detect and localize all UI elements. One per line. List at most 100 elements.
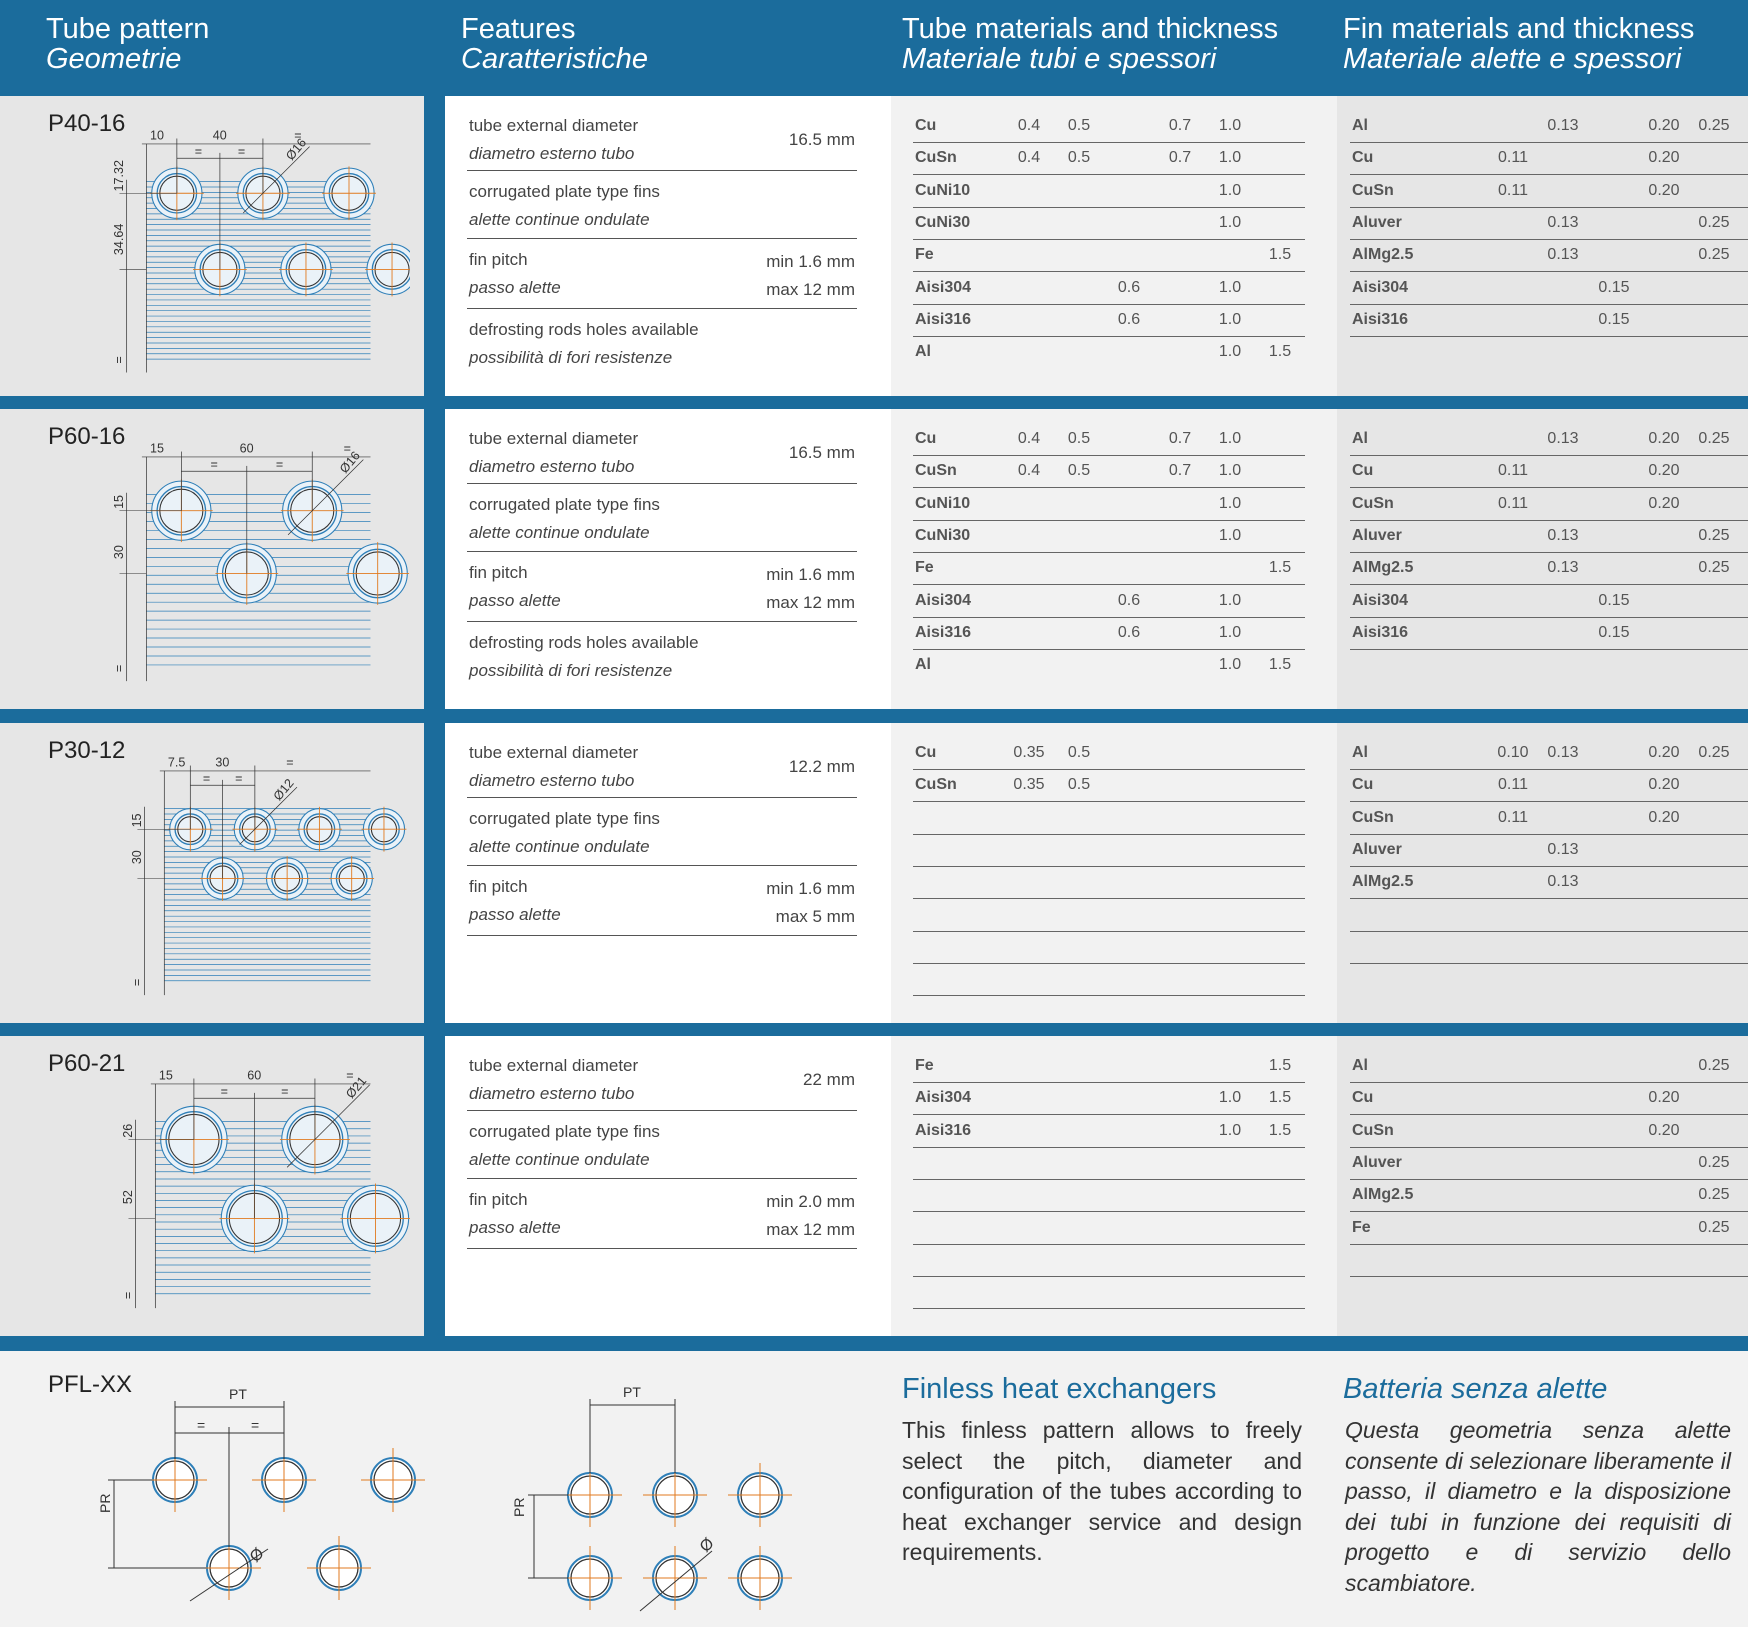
feature-value: 16.5 mm (788, 443, 855, 462)
feature-label-en: tube external diameter (469, 743, 639, 762)
equal-sign: = (197, 1417, 205, 1433)
material-name: Aisi316 (915, 623, 972, 641)
fin-material-row: Aluver 0.13 (1350, 834, 1748, 867)
equal-sign: = (344, 441, 351, 455)
fin-material-row: Aluver 0.13 0.25 0.40 (1350, 207, 1748, 240)
thickness-value: 0.15 (1598, 310, 1630, 328)
thickness-value: 1.5 (1268, 1121, 1292, 1139)
thickness-value: 0.11 (1498, 149, 1528, 167)
tube-material-row: Cu 0.4 0.5 0.7 1.0 (913, 110, 1305, 143)
fin-materials-cell: Al 0.13 0.20 0.25 0.40 Cu 0.11 0.20 CuSn 0.11 0.20… (1337, 409, 1748, 709)
material-name: Aluver (1352, 840, 1402, 858)
equal-sign: = (294, 128, 301, 142)
feature-diameter: tube external diameter diametro esterno t… (467, 108, 857, 171)
fin-material-row: Al 0.25 0.40 (1350, 1050, 1748, 1083)
feature-fin-pitch: fin pitch passo alette min 1.6 mm max 12 mm (467, 555, 857, 622)
feature-value: min 1.6 mm (766, 252, 855, 271)
thickness-value: 0.6 (1117, 278, 1141, 296)
fin-materials-cell: Al0.250.40Cu0.20CuSn0.20Aluver0.250.40Al… (1337, 1036, 1748, 1336)
thickness-value: 0.25 (1698, 1186, 1730, 1204)
feature-defrost: defrosting rods holes available possibili… (467, 312, 857, 372)
material-name: CuSn (1352, 1121, 1394, 1139)
pattern-row: P40-16 10 40 = = = Ø16 17.32 34.64 = tube external… (0, 96, 1748, 396)
pr-label: PR (511, 1498, 527, 1517)
tube-material-row: CuNi30 1.0 (913, 207, 1305, 240)
header-it: Geometrie (46, 43, 182, 75)
material-name: Aisi316 (915, 1121, 972, 1139)
thickness-value: 0.4 (1017, 117, 1041, 134)
finless-staggered-diagram: PT = = PR Ø (97, 1386, 425, 1602)
thickness-value: 1.5 (1268, 559, 1292, 577)
thickness-value: 0.13 (1547, 246, 1579, 264)
material-name: Aluver (1352, 1153, 1402, 1171)
fin-material-row: Cu 0.11 0.20 (1350, 455, 1748, 489)
thickness-value: 0.13 (1547, 873, 1579, 891)
tube-material-row: CuNi30 1.0 (913, 520, 1305, 553)
fin-material-row: Cu 0.20 (1350, 1082, 1748, 1116)
material-name: Fe (915, 559, 934, 577)
finless-text-en: This finless pattern allows to freely se… (902, 1417, 1302, 1565)
equal-sign: = (281, 1085, 288, 1099)
material-name: CuSn (1352, 808, 1394, 826)
thickness-value: 0.25 (1698, 1153, 1730, 1171)
equal-sign: = (235, 772, 242, 786)
feature-label-it: possibilità di fori resistenze (469, 661, 673, 680)
feature-label-en: defrosting rods holes available (469, 633, 699, 652)
material-name: Aisi316 (1352, 623, 1409, 641)
thickness-value: 1.5 (1268, 343, 1292, 361)
feature-fin-pitch: fin pitch passo alette min 1.6 mm max 5 mm (467, 869, 857, 936)
dim-vertical-label: 26 (121, 1124, 135, 1138)
fin-material-row: Aisi316 0.15 (1350, 617, 1748, 650)
empty-row-line (913, 1211, 1305, 1213)
thickness-value: 0.13 (1547, 744, 1579, 761)
feature-label-en: corrugated plate type fins (469, 809, 660, 828)
feature-label-en: tube external diameter (469, 116, 639, 135)
material-name: Cu (915, 117, 937, 134)
thickness-value: 0.20 (1648, 462, 1680, 480)
thickness-value: 0.25 (1698, 744, 1730, 761)
header-tube-pattern: Tube pattern Geometrie (46, 14, 209, 74)
material-name: Aisi316 (915, 310, 972, 328)
empty-row-line (913, 833, 1305, 835)
material-name: Aisi304 (915, 1089, 972, 1107)
feature-label-it: passo alette (469, 278, 561, 297)
fin-material-row: CuSn 0.11 0.20 (1350, 802, 1748, 835)
pattern-row: P60-21 15 60 = = = Ø21 26 52 = tube external diame… (0, 1036, 1748, 1336)
header-en: Features (461, 13, 576, 45)
header-it: Materiale alette e spessori (1343, 43, 1682, 75)
fin-material-row: Al 0.10 0.13 0.20 0.25 (1350, 737, 1748, 770)
equal-sign: = (251, 1417, 259, 1433)
pattern-drawing: 7.5 30 = = = Ø12 15 30 = (130, 755, 407, 996)
pattern-cell: P40-16 10 40 = = = Ø16 17.32 34.64 = (0, 96, 424, 396)
equal-sign: = (130, 979, 144, 986)
header-bar: Tube pattern Geometrie Features Caratter… (0, 0, 1748, 96)
feature-label-it: alette continue ondulate (469, 1150, 650, 1169)
feature-label-it: passo alette (469, 1218, 561, 1237)
thickness-value: 1.0 (1218, 623, 1242, 641)
empty-row-line (913, 930, 1305, 932)
empty-row-line (913, 1308, 1305, 1310)
feature-defrost: defrosting rods holes available possibili… (467, 625, 857, 685)
equal-sign: = (112, 665, 126, 672)
fin-material-row: Al 0.13 0.20 0.25 0.40 (1350, 423, 1748, 456)
feature-value: 12.2 mm (788, 757, 855, 776)
features-cell: tube external diameter diametro esterno t… (445, 96, 891, 396)
tube-material-row: Fe 1.5 (913, 552, 1305, 586)
fin-material-row: CuSn 0.11 0.20 (1350, 175, 1748, 208)
feature-label-en: tube external diameter (469, 1056, 639, 1075)
empty-row-line (913, 898, 1305, 900)
material-name: AlMg2.5 (1352, 559, 1414, 577)
feature-label-it: passo alette (469, 905, 561, 924)
thickness-value: 1.0 (1218, 310, 1242, 328)
features-cell: tube external diameter diametro esterno t… (445, 723, 891, 1023)
finless-title-en: Finless heat exchangers (902, 1373, 1217, 1405)
feature-label-en: corrugated plate type fins (469, 495, 660, 514)
features-cell: tube external diameter diametro esterno t… (445, 1036, 891, 1336)
material-name: Aisi304 (915, 278, 972, 296)
diameter-label: Ø12 (271, 776, 297, 803)
thickness-value: 0.4 (1017, 462, 1041, 480)
tube-material-row: Aisi304 1.0 1.5 (913, 1082, 1305, 1116)
finless-pattern-name: PFL-XX (48, 1371, 133, 1398)
